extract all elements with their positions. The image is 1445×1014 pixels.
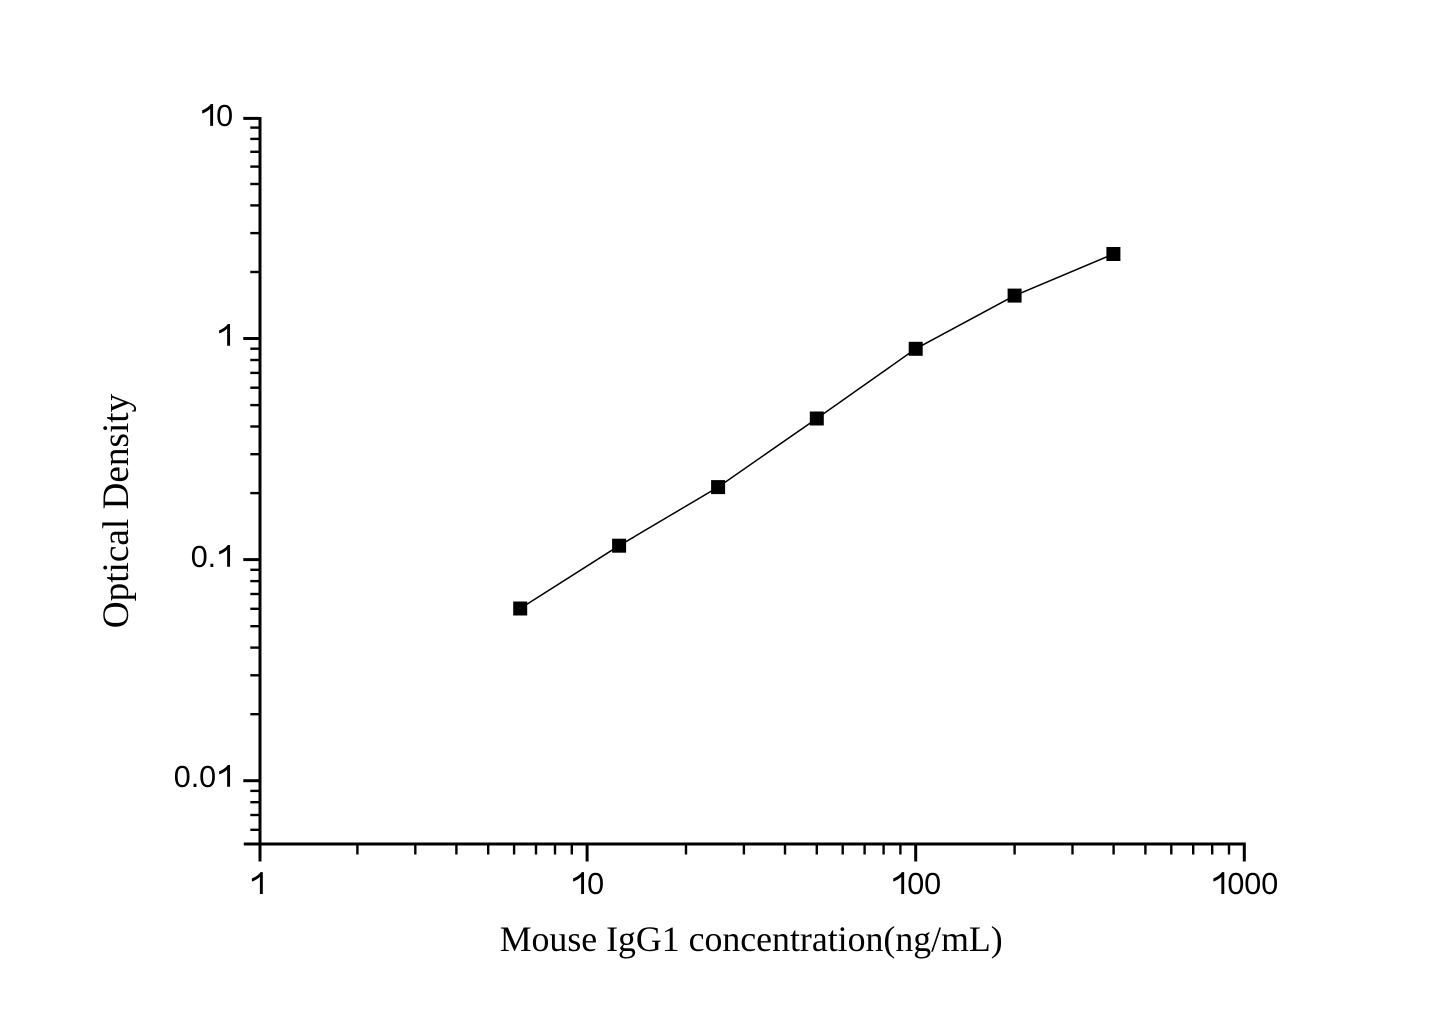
svg-text:0.: 0. <box>191 540 216 574</box>
svg-text:00: 00 <box>907 867 941 901</box>
svg-text:0: 0 <box>216 99 233 133</box>
svg-text:000: 000 <box>1227 867 1278 901</box>
svg-text:Mouse IgG1 concentration(ng/mL: Mouse IgG1 concentration(ng/mL) <box>500 919 1003 959</box>
svg-text:0.0: 0.0 <box>174 760 216 794</box>
svg-text:0: 0 <box>587 867 604 901</box>
svg-text:Optical Density: Optical Density <box>96 393 137 628</box>
